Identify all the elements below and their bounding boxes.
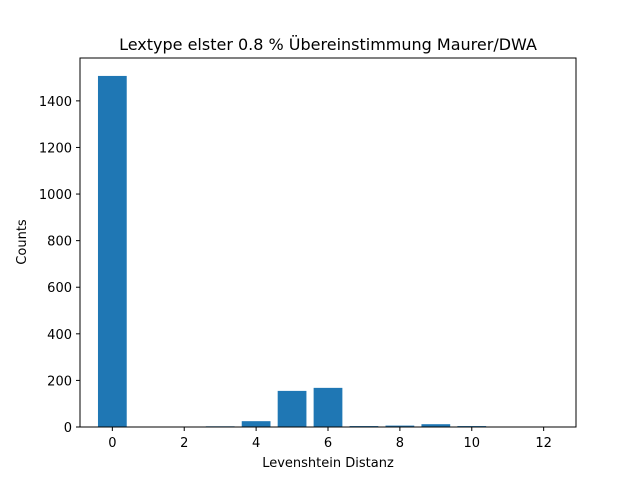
- y-tick-label: 0: [64, 421, 72, 436]
- x-tick-label: 0: [108, 436, 116, 451]
- bar-distance-8: [385, 425, 415, 427]
- y-axis-label: Counts: [15, 219, 30, 265]
- bar-distance-6: [313, 387, 343, 427]
- bar-distance-5: [277, 390, 307, 427]
- y-tick-label: 800: [47, 235, 72, 250]
- x-tick-label: 12: [535, 436, 552, 451]
- x-tick-label: 10: [463, 436, 480, 451]
- bar-distance-9: [421, 424, 451, 427]
- x-axis-ticks: 0 2 4 6 8 10 12: [108, 427, 552, 451]
- y-tick-label: 400: [47, 328, 72, 343]
- bar-distance-0: [97, 75, 127, 427]
- y-tick-label: 1200: [39, 141, 72, 156]
- chart-title: Lextype elster 0.8 % Übereinstimmung Mau…: [119, 35, 537, 54]
- bars-group: [97, 75, 487, 427]
- y-tick-label: 200: [47, 374, 72, 389]
- y-tick-label: 600: [47, 281, 72, 296]
- x-tick-label: 2: [180, 436, 188, 451]
- bar-distance-4: [241, 421, 271, 427]
- x-tick-label: 8: [396, 436, 404, 451]
- x-tick-label: 6: [324, 436, 332, 451]
- x-axis-label: Levenshtein Distanz: [262, 456, 394, 471]
- plot-frame: [79, 57, 577, 428]
- x-tick-label: 4: [252, 436, 260, 451]
- y-tick-label: 1400: [39, 95, 72, 110]
- y-tick-label: 1000: [39, 188, 72, 203]
- y-axis-ticks: 0 200 400 600 800 1000 1200 1400: [39, 95, 80, 436]
